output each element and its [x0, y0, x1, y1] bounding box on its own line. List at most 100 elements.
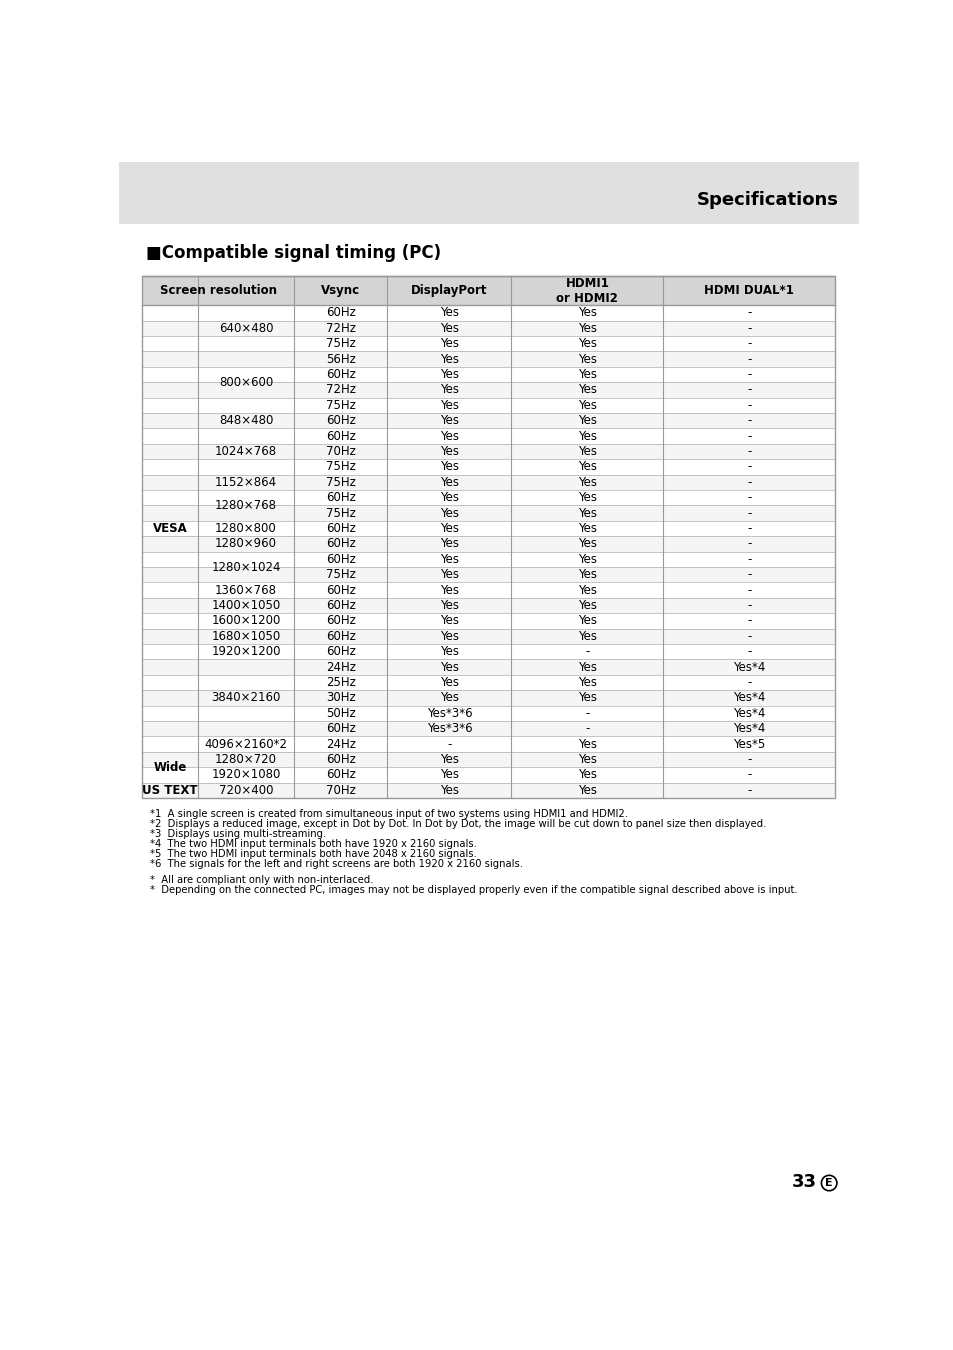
Text: Yes: Yes	[578, 522, 597, 535]
Text: 1360×768: 1360×768	[214, 583, 276, 597]
Text: *  All are compliant only with non-interlaced.: * All are compliant only with non-interl…	[150, 875, 374, 886]
Text: Yes: Yes	[439, 383, 458, 397]
Text: 72Hz: 72Hz	[326, 383, 355, 397]
Text: ■Compatible signal timing (PC): ■Compatible signal timing (PC)	[146, 244, 440, 262]
Text: 640×480: 640×480	[218, 321, 273, 335]
Text: -: -	[746, 676, 751, 688]
Text: *5  The two HDMI input terminals both have 2048 x 2160 signals.: *5 The two HDMI input terminals both hav…	[150, 849, 476, 859]
Bar	[142, 536, 835, 552]
Text: Yes: Yes	[439, 630, 458, 643]
Bar	[142, 582, 835, 598]
Text: -: -	[746, 522, 751, 535]
Text: 60Hz: 60Hz	[326, 522, 355, 535]
Text: 56Hz: 56Hz	[326, 352, 355, 366]
Text: Yes: Yes	[439, 491, 458, 504]
Text: Yes: Yes	[439, 369, 458, 381]
Text: 72Hz: 72Hz	[326, 321, 355, 335]
Text: -: -	[746, 414, 751, 427]
Text: 60Hz: 60Hz	[326, 414, 355, 427]
Bar	[142, 505, 835, 521]
Text: -: -	[746, 369, 751, 381]
Text: HDMI DUAL*1: HDMI DUAL*1	[703, 284, 794, 297]
Bar	[142, 613, 835, 629]
Text: 75Hz: 75Hz	[326, 398, 355, 412]
Text: Yes: Yes	[578, 691, 597, 705]
Text: 60Hz: 60Hz	[326, 429, 355, 443]
Text: 60Hz: 60Hz	[326, 491, 355, 504]
Text: -: -	[746, 491, 751, 504]
Text: Yes: Yes	[578, 352, 597, 366]
Text: 24Hz: 24Hz	[326, 737, 355, 751]
Bar	[142, 351, 835, 367]
Text: Yes: Yes	[578, 599, 597, 612]
Text: 60Hz: 60Hz	[326, 552, 355, 566]
Text: Yes*4: Yes*4	[732, 691, 764, 705]
Bar	[142, 336, 835, 351]
Text: Yes: Yes	[439, 537, 458, 551]
Text: Yes: Yes	[578, 784, 597, 796]
Text: Yes: Yes	[578, 568, 597, 582]
Text: 1280×960: 1280×960	[214, 537, 276, 551]
Text: 1152×864: 1152×864	[214, 475, 276, 489]
Text: -: -	[746, 768, 751, 782]
Text: Yes: Yes	[439, 306, 458, 320]
Text: 60Hz: 60Hz	[326, 722, 355, 736]
Text: Yes: Yes	[578, 537, 597, 551]
Text: -: -	[746, 614, 751, 628]
Text: 1400×1050: 1400×1050	[212, 599, 280, 612]
Text: Yes: Yes	[439, 552, 458, 566]
Text: Yes*5: Yes*5	[733, 737, 764, 751]
Bar	[142, 659, 835, 675]
Bar	[142, 721, 835, 736]
Text: 1280×800: 1280×800	[214, 522, 276, 535]
Bar	[142, 598, 835, 613]
Text: Yes: Yes	[439, 753, 458, 765]
Text: -: -	[584, 645, 589, 659]
Text: *2  Displays a reduced image, except in Dot by Dot. In Dot by Dot, the image wil: *2 Displays a reduced image, except in D…	[150, 819, 766, 829]
Text: 3840×2160: 3840×2160	[211, 691, 280, 705]
Text: Yes: Yes	[439, 676, 458, 688]
Text: -: -	[584, 707, 589, 720]
Text: Yes: Yes	[578, 414, 597, 427]
Text: HDMI1
or HDMI2: HDMI1 or HDMI2	[556, 277, 618, 305]
Bar	[142, 675, 835, 690]
Text: 60Hz: 60Hz	[326, 753, 355, 765]
Text: Yes: Yes	[578, 446, 597, 458]
Text: US TEXT: US TEXT	[142, 784, 197, 796]
Text: Yes: Yes	[439, 446, 458, 458]
Bar	[119, 162, 858, 224]
Bar	[142, 767, 835, 783]
Text: Yes*4: Yes*4	[732, 707, 764, 720]
Text: Yes: Yes	[439, 784, 458, 796]
Bar	[142, 428, 835, 444]
Text: Yes: Yes	[439, 645, 458, 659]
Text: 1680×1050: 1680×1050	[212, 630, 280, 643]
Bar	[142, 552, 835, 567]
Text: 60Hz: 60Hz	[326, 537, 355, 551]
Text: Yes: Yes	[578, 737, 597, 751]
Text: 60Hz: 60Hz	[326, 645, 355, 659]
Text: Yes: Yes	[439, 338, 458, 350]
Text: 60Hz: 60Hz	[326, 369, 355, 381]
Text: 75Hz: 75Hz	[326, 506, 355, 520]
Text: Yes: Yes	[439, 660, 458, 674]
Bar	[142, 382, 835, 398]
Bar	[142, 629, 835, 644]
Text: -: -	[746, 338, 751, 350]
Text: 75Hz: 75Hz	[326, 460, 355, 474]
Text: -: -	[746, 630, 751, 643]
Text: Yes: Yes	[439, 583, 458, 597]
Text: 1280×768: 1280×768	[214, 500, 276, 512]
Text: *1  A single screen is created from simultaneous input of two systems using HDMI: *1 A single screen is created from simul…	[150, 809, 628, 819]
Text: 1920×1200: 1920×1200	[211, 645, 280, 659]
Text: 4096×2160*2: 4096×2160*2	[204, 737, 287, 751]
Text: -: -	[746, 460, 751, 474]
Text: -: -	[746, 506, 751, 520]
Bar	[142, 783, 835, 798]
Text: Yes: Yes	[439, 768, 458, 782]
Text: *6  The signals for the left and right screens are both 1920 x 2160 signals.: *6 The signals for the left and right sc…	[150, 859, 522, 869]
Text: 1600×1200: 1600×1200	[211, 614, 280, 628]
Text: *  Depending on the connected PC, images may not be displayed properly even if t: * Depending on the connected PC, images …	[150, 886, 797, 895]
Bar	[142, 444, 835, 459]
Text: Yes: Yes	[439, 614, 458, 628]
